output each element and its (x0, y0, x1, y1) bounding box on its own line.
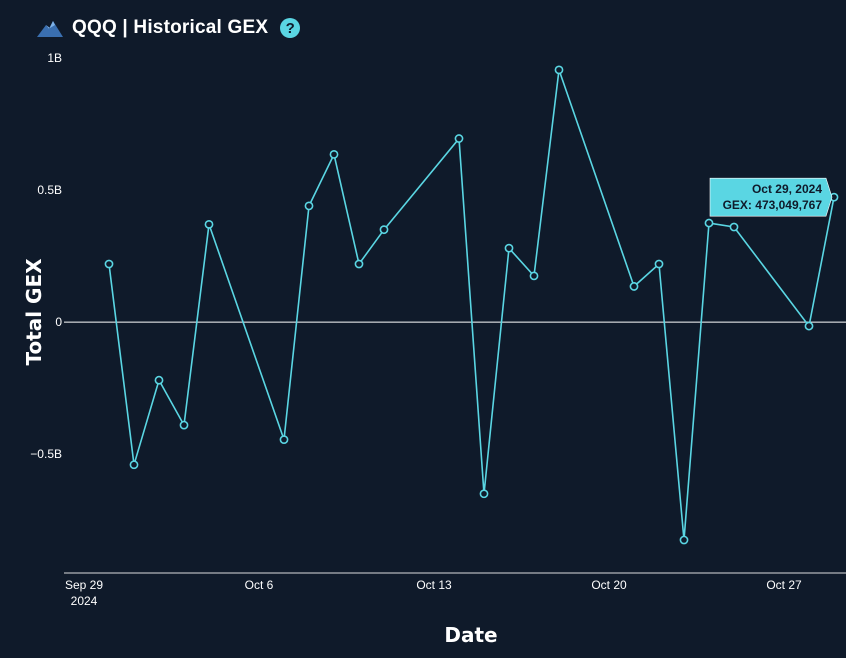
tooltip-box (709, 177, 833, 217)
chart-title: QQQ | Historical GEX (72, 17, 269, 38)
data-point[interactable] (279, 435, 289, 445)
x-tick-label: Oct 27 (766, 578, 802, 592)
y-tick-label: 0 (55, 315, 62, 329)
data-point[interactable] (679, 535, 689, 545)
x-axis-ticks: Sep 29 2024 Oct 6 Oct 13 Oct 20 Oct 27 (65, 578, 802, 608)
x-axis-title: Date (444, 623, 497, 647)
data-point[interactable] (154, 375, 164, 385)
x-tick-label: Oct 20 (591, 578, 627, 592)
series-points (104, 65, 839, 545)
data-point[interactable] (104, 259, 114, 269)
data-point[interactable] (454, 134, 464, 143)
data-point[interactable] (504, 243, 514, 253)
series-line-total-gex (108, 69, 835, 541)
tooltip-value: GEX: 473,049,767 (723, 198, 823, 212)
x-tick-label: Oct 13 (416, 578, 452, 592)
data-point[interactable] (479, 489, 489, 499)
data-point[interactable] (704, 218, 714, 228)
y-tick-label: 1B (47, 51, 62, 65)
y-tick-label: 0.5B (37, 183, 62, 197)
data-point[interactable] (179, 420, 189, 430)
data-point[interactable] (129, 460, 139, 470)
x-tick-label: Oct 6 (245, 578, 274, 592)
y-axis-title: Total GEX (22, 258, 46, 366)
y-axis-ticks: 1B 0.5B 0 −0.5B (30, 51, 62, 461)
mountain-logo-icon (37, 21, 63, 37)
hover-tooltip: Oct 29, 2024 GEX: 473,049,767 (709, 177, 833, 217)
x-tick-label: Sep 29 (65, 578, 103, 592)
tooltip-date: Oct 29, 2024 (752, 182, 822, 196)
help-icon[interactable]: ? (280, 18, 301, 38)
y-tick-label: −0.5B (30, 447, 62, 461)
data-point[interactable] (729, 222, 739, 232)
data-point[interactable] (379, 225, 389, 235)
data-point[interactable] (629, 282, 639, 291)
data-point[interactable] (304, 201, 314, 211)
data-point[interactable] (329, 149, 339, 159)
chart-header: QQQ | Historical GEX ? (36, 12, 301, 44)
data-point[interactable] (654, 259, 664, 269)
data-point[interactable] (354, 259, 364, 269)
data-point[interactable] (204, 219, 214, 229)
x-tick-sublabel: 2024 (71, 594, 98, 608)
data-point[interactable] (804, 321, 814, 331)
data-point[interactable] (529, 271, 539, 281)
data-point[interactable] (554, 65, 564, 75)
